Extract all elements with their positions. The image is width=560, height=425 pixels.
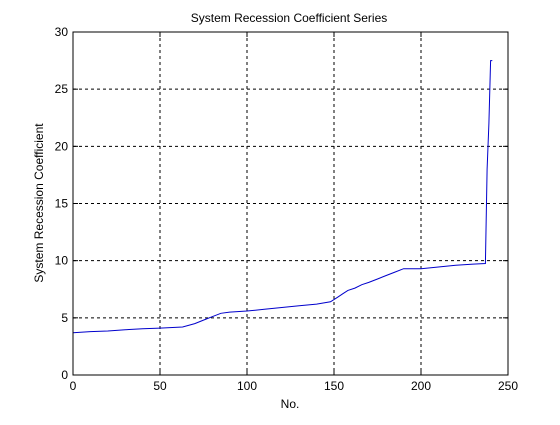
x-tick-label: 100 <box>237 379 257 393</box>
series-line <box>72 60 493 334</box>
chart-title: System Recession Coefficient Series <box>191 11 388 25</box>
x-tick-label: 150 <box>324 379 344 393</box>
y-tick-label: 0 <box>61 368 68 382</box>
x-tick-label: 200 <box>411 379 431 393</box>
y-tick-label: 5 <box>61 311 68 325</box>
grid-layer <box>73 32 508 375</box>
x-tick-label: 50 <box>153 379 167 393</box>
series-layer <box>72 60 493 334</box>
x-tick-label: 250 <box>498 379 518 393</box>
y-tick-label: 30 <box>55 25 69 39</box>
x-axis-label: No. <box>281 397 300 411</box>
y-tick-label: 10 <box>55 254 69 268</box>
tick-layer: 0 50 100 150 200 250 0 5 10 15 20 25 30 <box>55 25 519 393</box>
y-tick-label: 25 <box>55 82 69 96</box>
y-tick-label: 20 <box>55 139 69 153</box>
y-axis-label: System Recession Coefficient <box>32 123 46 283</box>
x-tick-label: 0 <box>70 379 77 393</box>
y-tick-label: 15 <box>55 197 69 211</box>
